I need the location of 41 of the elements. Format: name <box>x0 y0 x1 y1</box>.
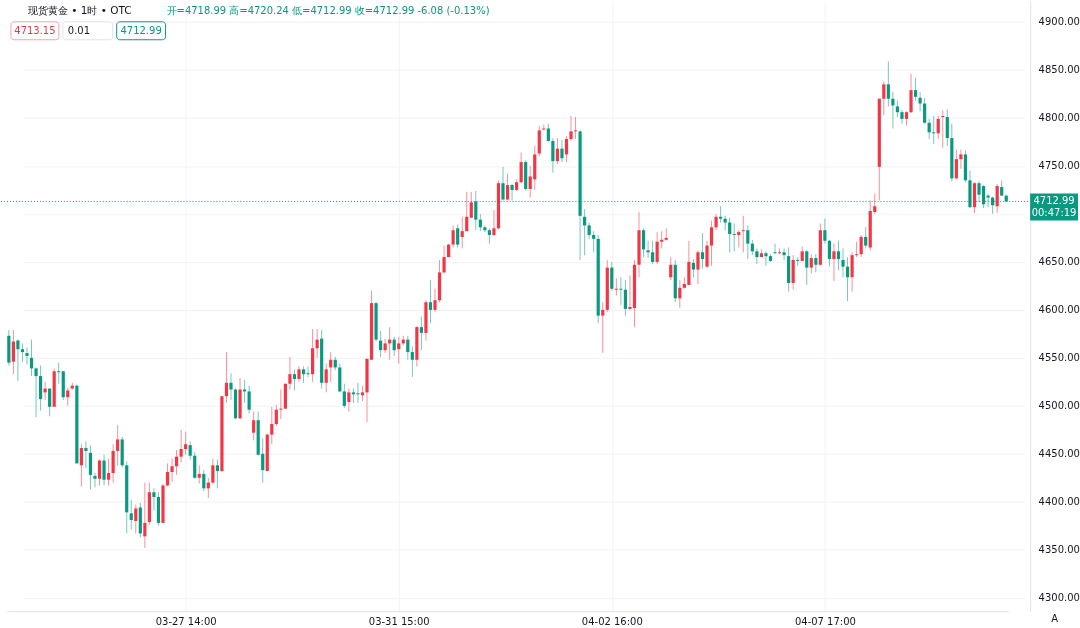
candlestick <box>755 247 759 265</box>
text: 00:47:19 <box>1031 207 1077 219</box>
ref-line-label: 4712.99 <box>1033 195 1075 207</box>
chart-title: 现货黄金 • 1时 • OTC <box>27 3 132 16</box>
candlestick <box>782 247 786 261</box>
candlestick <box>664 227 668 242</box>
candlestick <box>510 183 514 201</box>
candlestick <box>483 224 487 233</box>
annotation: 4713.15 <box>14 24 56 36</box>
candlestick <box>900 109 904 125</box>
y-tick-label: 4500.00 <box>1038 400 1080 412</box>
x-tick-label: 03-27 14:00 <box>155 615 217 627</box>
annotation: 0.01 <box>67 24 91 36</box>
y-tick-label: 4850.00 <box>1038 64 1080 76</box>
y-tick-label: 4350.00 <box>1038 544 1080 556</box>
candlestick <box>986 193 990 208</box>
candlestick <box>719 205 723 224</box>
candlestick <box>93 472 97 488</box>
x-tick-label: 03-31 15:00 <box>368 615 430 627</box>
y-tick-label: 4450.00 <box>1038 448 1080 460</box>
annotation: 4712.99 <box>120 24 162 36</box>
candlestick <box>25 346 29 366</box>
chart-subtitle: 开=4718.99 高=4720.24 低=4712.99 收=4712.99 -6.08 (-0.13%) <box>166 4 490 16</box>
candlestick <box>383 338 387 354</box>
y-tick-label: 4750.00 <box>1038 160 1080 172</box>
candlestick <box>773 243 777 255</box>
y-tick-label: 4400.00 <box>1038 496 1080 508</box>
y-tick-label: 4900.00 <box>1038 16 1080 28</box>
y-tick-label: 4800.00 <box>1038 112 1080 124</box>
candlestick <box>764 250 768 267</box>
x-tick-label: 04-07 17:00 <box>794 615 856 627</box>
x-tick-label: 04-02 16:00 <box>581 615 643 627</box>
y-tick-label: 4300.00 <box>1038 592 1080 604</box>
candlestick <box>646 240 650 259</box>
candlestick <box>306 365 310 378</box>
candlestick <box>855 241 859 258</box>
y-tick-label: 4600.00 <box>1038 304 1080 316</box>
y-tick-label: 4650.00 <box>1038 256 1080 268</box>
candlestick <box>614 277 618 296</box>
text: A <box>1051 613 1059 625</box>
y-tick-label: 4550.00 <box>1038 352 1080 364</box>
